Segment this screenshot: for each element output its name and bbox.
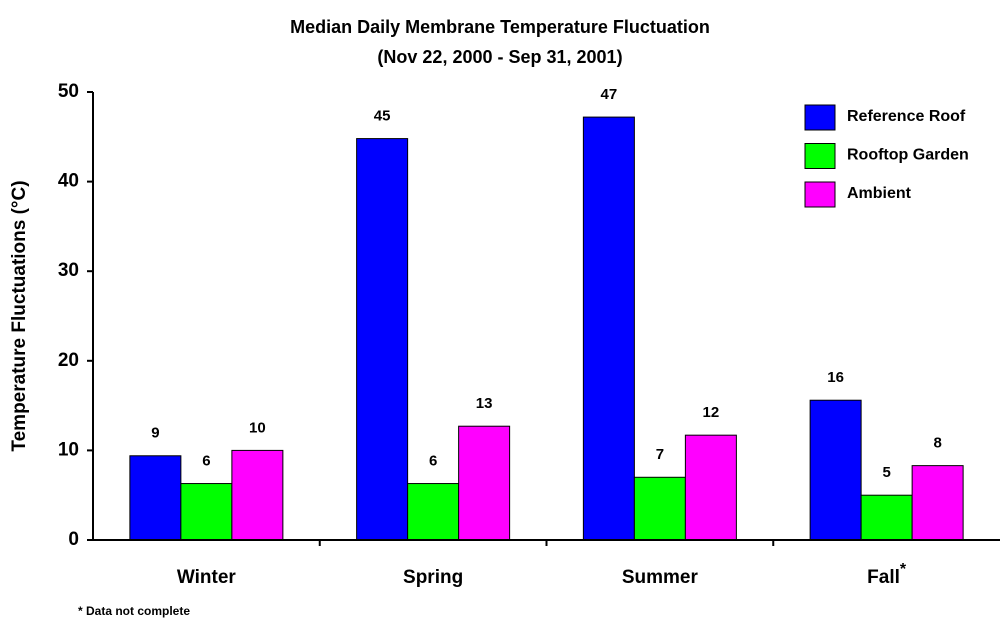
x-tick-label-text: Spring [403,567,463,588]
data-label: 6 [202,453,210,470]
data-label: 12 [703,404,720,421]
x-tick-label: Spring [403,567,463,588]
x-tick-label-text: Fall [867,567,900,588]
legend-label: Reference Roof [847,108,966,125]
x-tick-label: Winter [177,567,237,588]
bar [809,399,862,541]
data-label: 7 [656,446,664,463]
bar [180,483,233,541]
bar [582,116,635,541]
bar [407,483,460,541]
legend-label: Ambient [847,185,912,202]
y-tick-label: 40 [58,171,79,192]
y-tick-label: 30 [58,260,79,281]
legend-swatch [804,104,836,131]
bar [684,434,737,541]
data-label: 9 [151,425,159,442]
data-label: 10 [249,419,266,436]
bar [458,425,511,541]
x-tick-label: Fall* [867,561,907,588]
data-label: 13 [476,395,493,412]
x-tick-label: Summer [622,567,699,588]
chart-title: Median Daily Membrane Temperature Fluctu… [290,17,710,37]
legend-swatch [804,181,836,208]
x-tick-superscript: * [900,561,907,578]
legend-label: Rooftop Garden [847,147,969,164]
data-label: 45 [374,108,391,125]
bar [633,476,686,541]
bar [860,494,913,541]
data-label: 16 [827,369,844,386]
y-tick-label: 50 [58,81,79,102]
y-tick-label: 20 [58,350,79,371]
x-tick-label-text: Winter [177,567,237,588]
y-tick-label: 0 [68,529,79,550]
data-label: 8 [933,435,941,452]
footnote: * Data not complete [78,604,190,618]
data-label: 47 [601,86,618,103]
x-tick-label-text: Summer [622,567,699,588]
legend-swatch [804,143,836,169]
bar [356,138,409,541]
bar [129,455,182,541]
chart-subtitle: (Nov 22, 2000 - Sep 31, 2001) [377,47,622,67]
bar [911,465,964,541]
y-axis-label: Temperature Fluctuations (°C) [9,180,30,451]
bar [231,449,284,541]
data-label: 6 [429,453,437,470]
y-tick-label: 10 [58,439,79,460]
data-label: 5 [882,464,890,481]
